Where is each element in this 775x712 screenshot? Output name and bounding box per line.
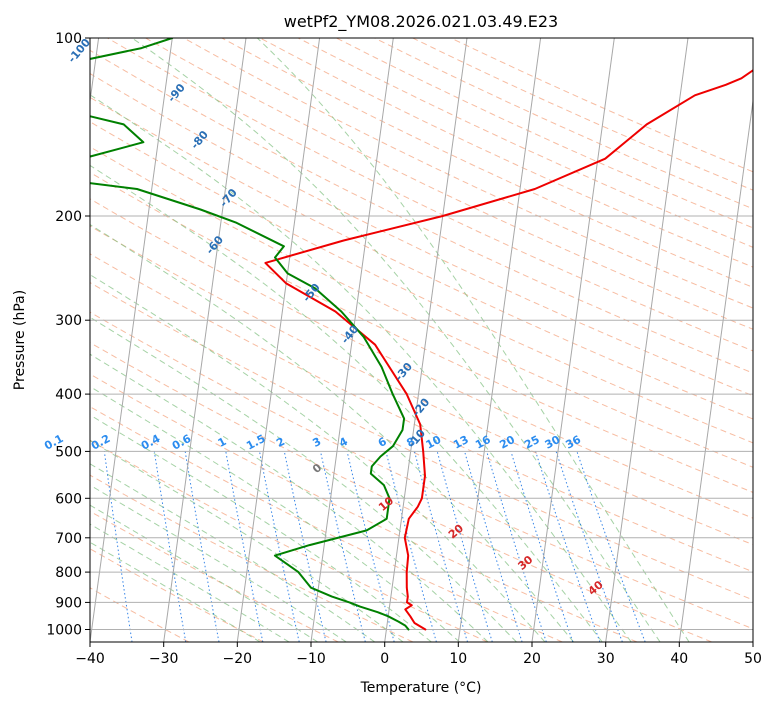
y-tick-label: 300 <box>55 313 82 329</box>
y-tick-label: 700 <box>55 531 82 547</box>
y-tick-label: 200 <box>55 209 82 225</box>
y-tick-label: 500 <box>55 444 82 460</box>
x-axis-label: Temperature (°C) <box>360 680 482 696</box>
y-tick-label: 900 <box>55 595 82 611</box>
x-tick-label: −30 <box>149 651 179 667</box>
y-tick-label: 100 <box>55 31 82 47</box>
y-tick-label: 800 <box>55 565 82 581</box>
y-axis-label: Pressure (hPa) <box>12 290 28 390</box>
x-tick-label: −10 <box>296 651 326 667</box>
x-tick-label: 30 <box>597 651 615 667</box>
y-tick-label: 400 <box>55 387 82 403</box>
x-tick-label: −40 <box>75 651 105 667</box>
x-tick-label: 20 <box>523 651 541 667</box>
x-tick-label: 10 <box>449 651 467 667</box>
x-tick-label: 50 <box>744 651 762 667</box>
x-tick-label: 40 <box>670 651 688 667</box>
x-tick-label: −20 <box>223 651 253 667</box>
chart-title: wetPf2_YM08.2026.021.03.49.E23 <box>284 12 558 32</box>
x-tick-label: 0 <box>380 651 389 667</box>
y-tick-label: 600 <box>55 491 82 507</box>
y-tick-label: 1000 <box>46 623 82 639</box>
